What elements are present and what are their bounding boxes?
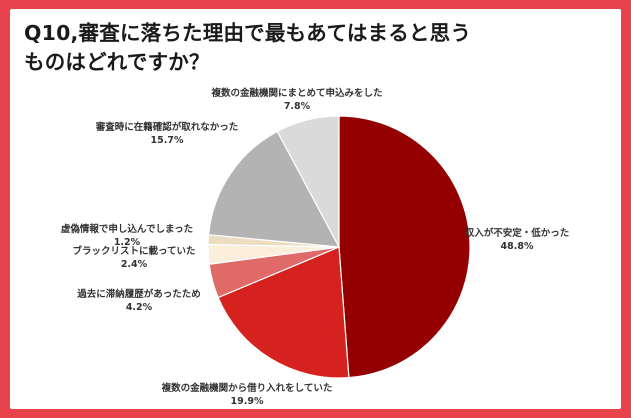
pie-slice-7 (276, 115, 340, 248)
slice-value-1: 48.8% (501, 241, 534, 252)
slice-label-3: 過去に滞納履歴があったため (76, 288, 201, 300)
slice-value-5: 1.2% (114, 237, 141, 248)
slice-value-2: 19.9% (231, 396, 264, 407)
slice-value-7: 7.8% (284, 101, 311, 112)
slice-label-6: 審査時に在籍確認が取れなかった (95, 121, 239, 133)
chart-title-line-2: ものはどれですか？ (24, 50, 210, 74)
slice-label-5: 虚偽情報で申し込んでしまった (61, 223, 193, 235)
slice-label-4: ブラックリストに載っていた (72, 245, 195, 257)
pie-slice-6 (207, 130, 341, 248)
pie-slice-2 (217, 246, 350, 379)
slice-label-7: 複数の金融機関にまとめて申込みをした (210, 87, 382, 99)
slice-value-6: 15.7% (151, 135, 184, 146)
slice-value-3: 4.2% (126, 302, 153, 313)
slice-label-1: 収入が不安定・低かった (465, 227, 570, 239)
chart-title-line-1: Q10,審査に落ちた理由で最もあてはまると思う (24, 21, 472, 45)
slice-label-2: 複数の金融機関から借り入れをしていた (161, 382, 333, 394)
pie-slice-1 (338, 115, 471, 379)
chart-title: Q10,審査に落ちた理由で最もあてはまると思う ものはどれですか？ (24, 19, 614, 77)
slice-value-4: 2.4% (121, 259, 148, 270)
